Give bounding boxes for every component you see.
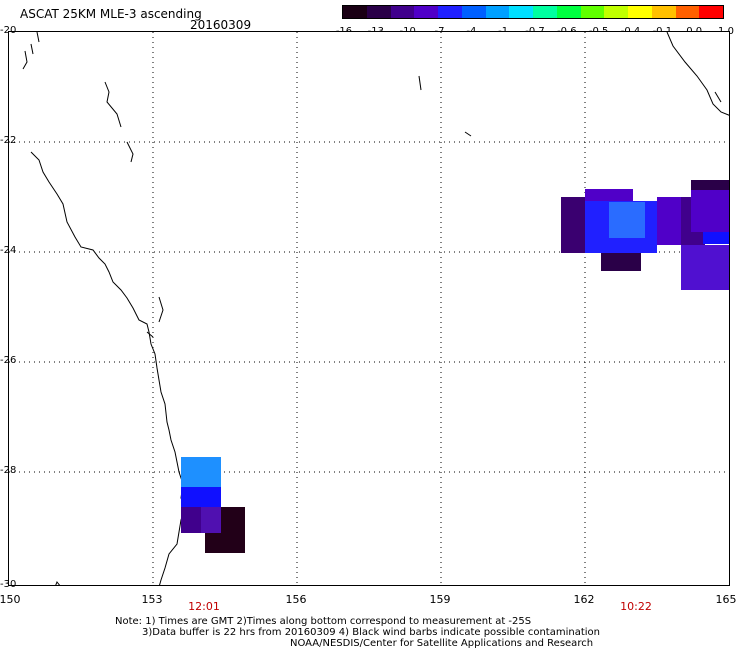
colorbar: [342, 5, 724, 19]
map-canvas: [9, 32, 729, 585]
colorbar-swatch: [390, 6, 415, 18]
colorbar-swatch: [509, 6, 533, 18]
colorbar-swatch: [485, 6, 510, 18]
lat-label: -24: [0, 245, 17, 256]
coastline-new-caledonia: [418, 32, 729, 137]
time-label: 10:22: [620, 600, 652, 613]
chart-title: ASCAT 25KM MLE-3 ascending: [20, 7, 202, 21]
colorbar-swatch: [651, 6, 676, 18]
colorbar-swatch: [556, 6, 581, 18]
lat-label: -26: [0, 355, 17, 366]
footer-note-3: NOAA/NESDIS/Center for Satellite Applica…: [290, 638, 594, 649]
lat-label: -28: [0, 465, 17, 476]
colorbar-swatch: [604, 6, 628, 18]
colorbar-swatch: [628, 6, 652, 18]
footer-note-1: Note: 1) Times are GMT 2)Times along bot…: [115, 616, 532, 627]
lon-label: 153: [141, 593, 163, 606]
colorbar-swatch: [461, 6, 486, 18]
colorbar-swatch: [533, 6, 557, 18]
colorbar-swatch: [343, 6, 367, 18]
colorbar-swatch: [414, 6, 438, 18]
coastline-australia: [22, 32, 186, 585]
lon-label: 156: [285, 593, 307, 606]
lon-label: 165: [715, 593, 737, 606]
colorbar-swatch: [438, 6, 462, 18]
colorbar-swatch: [675, 6, 700, 18]
footer-note-2: 3)Data buffer is 22 hrs from 20160309 4)…: [142, 627, 600, 638]
lat-label: -30: [0, 579, 17, 590]
lat-label: -20: [0, 25, 17, 36]
lon-label: 159: [429, 593, 451, 606]
colorbar-swatch: [366, 6, 391, 18]
wind-cells-sw: [181, 457, 245, 553]
lat-label: -22: [0, 135, 17, 146]
lon-label: 150: [0, 593, 21, 606]
time-label: 12:01: [188, 600, 220, 613]
chart-date: 20160309: [190, 18, 252, 32]
colorbar-swatch: [580, 6, 605, 18]
lon-label: 162: [573, 593, 595, 606]
colorbar-swatch: [699, 6, 723, 18]
wind-cells-ne: [561, 180, 729, 290]
gridlines: [9, 32, 729, 585]
map-panel: [8, 31, 730, 586]
